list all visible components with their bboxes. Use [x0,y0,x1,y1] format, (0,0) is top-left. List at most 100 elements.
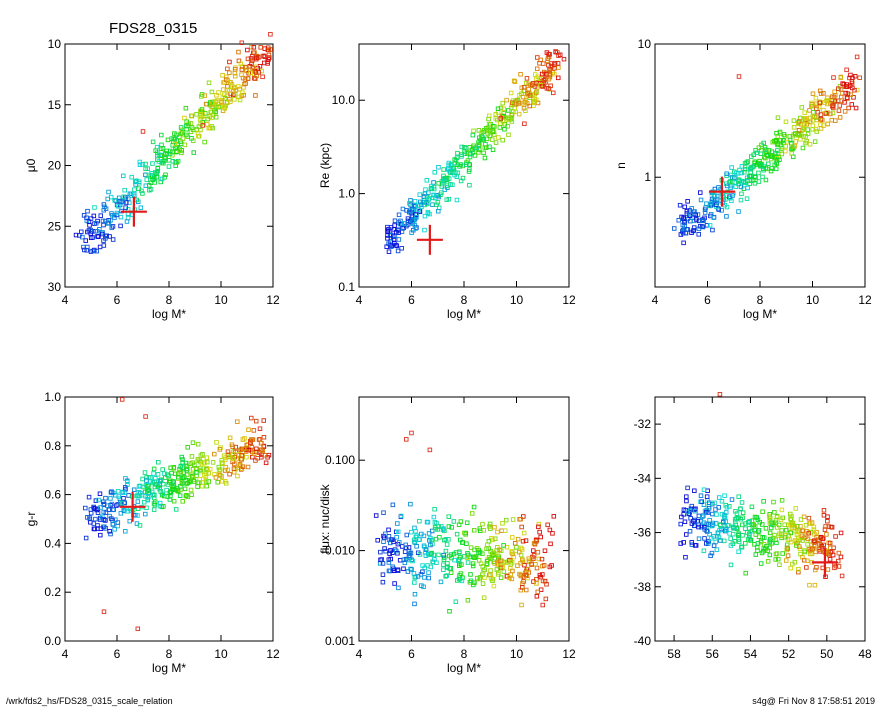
data-point [131,487,137,493]
data-point [225,87,230,93]
data-point [428,552,433,558]
data-point [755,548,760,553]
data-point [150,139,156,145]
data-point [535,55,540,60]
data-point [412,591,418,597]
data-point [401,557,407,562]
data-point [742,169,747,175]
x-tick-label: 50 [820,647,834,661]
data-point [800,528,805,534]
data-point [748,178,754,183]
data-point [825,518,830,524]
data-point [123,200,129,205]
data-point [110,237,116,242]
data-point [188,487,194,493]
data-point [110,507,116,513]
data-point [774,138,779,143]
data-point [120,490,126,495]
y-axis-label: flux: nuc/disk [318,483,332,553]
data-point [548,541,553,547]
x-tick-label: 4 [62,293,69,307]
data-point [152,484,158,490]
data-point [728,543,734,548]
data-point [523,98,529,103]
data-point [754,162,760,167]
data-point [200,452,205,457]
data-point [800,538,805,543]
data-point [684,227,690,232]
data-point [519,524,524,530]
data-point [731,526,736,531]
x-axis-label: log M* [743,307,777,321]
data-point [703,509,709,515]
data-point [544,50,550,55]
y-tick-label: 0.001 [325,634,355,648]
data-point [248,440,253,446]
data-point [186,479,192,485]
data-point [229,83,235,89]
data-point [82,247,87,253]
data-point [214,98,220,103]
data-point [854,87,860,93]
data-point [772,509,777,515]
data-point [164,487,169,493]
data-point [489,137,495,142]
data-point [468,578,474,584]
data-point [746,520,751,525]
x-tick-label: 10 [510,647,524,661]
chart-panel-n: 4 6 8 10 12 1 10 log M* n [614,37,872,321]
data-point [373,513,379,518]
data-point [177,493,183,498]
data-point [378,549,383,555]
data-point [486,524,492,529]
data-point [550,531,555,536]
data-point [137,162,143,167]
data-point [262,453,268,458]
data-point [498,116,504,121]
data-point [253,70,259,75]
data-point [172,141,178,147]
data-point [752,514,758,520]
data-point [112,527,117,532]
data-point [140,162,145,167]
data-point [125,509,130,514]
data-point [833,534,838,539]
data-point [498,558,503,563]
data-point [829,117,834,123]
data-point [691,228,697,233]
data-point [798,517,804,522]
data-point [150,492,156,497]
data-point [839,573,845,579]
data-point [813,549,818,555]
data-point [239,72,244,77]
data-point [832,565,837,571]
data-point [101,202,107,207]
data-point [727,180,732,185]
data-point [385,236,390,241]
data-point [406,557,411,563]
data-point [227,471,232,477]
data-point [490,128,496,133]
data-point [774,130,779,136]
y-tick-label: 10.0 [332,93,356,107]
data-point [736,537,741,542]
data-point [536,521,542,527]
data-point [807,521,813,526]
data-point [119,500,125,506]
data-point [839,91,845,96]
y-axis-label: Re (kpc) [318,143,332,188]
data-point [800,145,806,151]
data-point [744,160,749,165]
data-point [704,223,710,228]
data-point [123,205,128,210]
data-point [680,231,686,236]
data-point [825,567,831,572]
data-point [440,527,446,532]
data-point [827,557,833,562]
data-point [779,151,785,157]
data-point [137,181,142,186]
data-point [441,562,446,568]
data-point [149,171,154,176]
data-point [262,54,268,59]
data-point [253,64,259,70]
